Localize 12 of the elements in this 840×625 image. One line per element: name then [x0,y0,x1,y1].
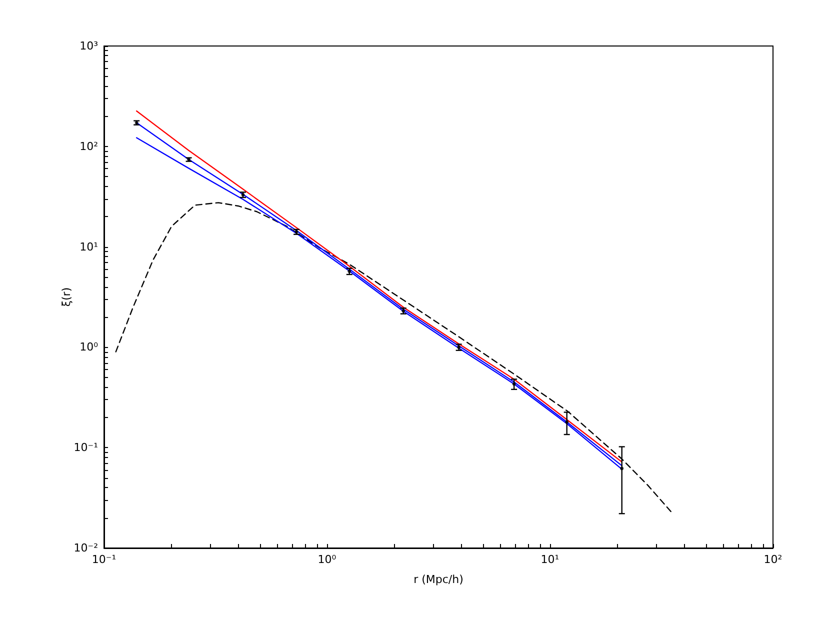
y-axis-title: ξ(r) [60,287,73,307]
y-tick-label: 10⁰ [80,340,99,354]
x-axis-title: r (Mpc/h) [414,573,464,586]
y-tick-label: 10⁻² [74,542,98,554]
y-tick-label: 10⁻¹ [74,441,98,454]
x-tick-label: 10⁻¹ [92,553,116,566]
y-tick-label: 10¹ [80,240,98,254]
x-tick-label: 10² [764,553,782,566]
x-tick-label: 10⁰ [318,553,337,566]
y-tick-label: 10² [80,140,98,153]
y-tick-label: 10³ [80,40,98,52]
x-tick-label: 10¹ [540,553,560,566]
